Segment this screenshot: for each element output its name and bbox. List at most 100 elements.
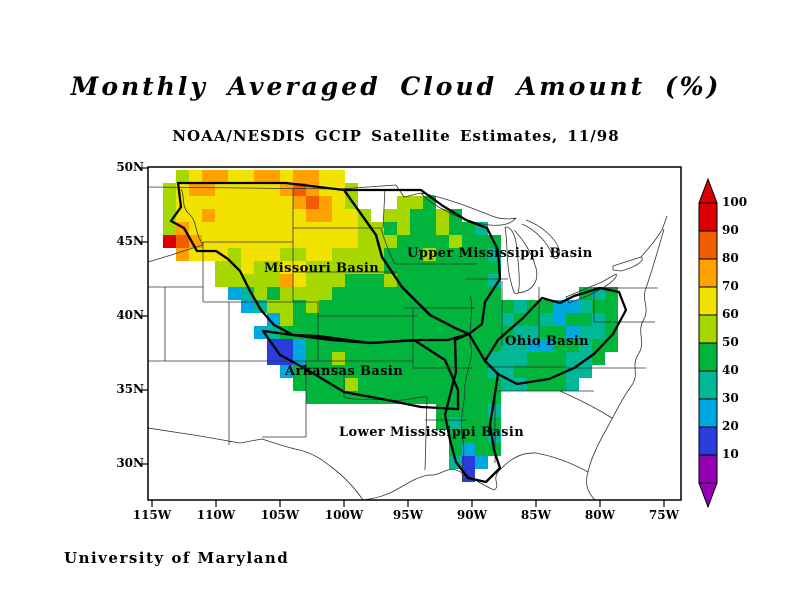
- cloud-grid-cell: [189, 183, 202, 196]
- cloud-grid-cell: [423, 378, 436, 391]
- cloud-grid-cell: [254, 170, 267, 183]
- cloud-grid-cell: [579, 339, 592, 352]
- colorbar-tick-label: 10: [722, 447, 739, 461]
- cloud-grid-cell: [527, 339, 540, 352]
- basin-outline-upper-mississippi: [342, 188, 502, 336]
- cloud-grid-cell: [397, 365, 410, 378]
- colorbar-band: [698, 314, 718, 344]
- cloud-grid-cell: [423, 391, 436, 404]
- cloud-grid-cell: [215, 222, 228, 235]
- cloud-grid-cell: [280, 170, 293, 183]
- cloud-grid-cell: [176, 248, 189, 261]
- cloud-grid-cell: [462, 287, 475, 300]
- cloud-grid-cell: [345, 248, 358, 261]
- cloud-grid-cell: [202, 196, 215, 209]
- cloud-grid-cell: [202, 183, 215, 196]
- cloud-grid-cell: [280, 287, 293, 300]
- cloud-grid-cell: [215, 261, 228, 274]
- cloud-grid-cell: [345, 326, 358, 339]
- cloud-grid-cell: [332, 222, 345, 235]
- cloud-grid-cell: [332, 261, 345, 274]
- cloud-grid-cell: [332, 391, 345, 404]
- cloud-grid-cell: [371, 300, 384, 313]
- cloud-grid-cell: [605, 300, 618, 313]
- cloud-grid-cell: [345, 352, 358, 365]
- cloud-grid-cell: [566, 352, 579, 365]
- cloud-grid-cell: [540, 365, 553, 378]
- cloud-grid-cell: [514, 352, 527, 365]
- cloud-grid-cell: [163, 196, 176, 209]
- cloud-grid-cell: [540, 378, 553, 391]
- figure-title: Monthly Averaged Cloud Amount (%): [70, 72, 722, 101]
- cloud-grid-cell: [176, 196, 189, 209]
- cloud-grid-cell: [475, 417, 488, 430]
- cloud-grid-cell: [475, 274, 488, 287]
- cloud-grid-cell: [436, 235, 449, 248]
- cloud-grid-cell: [488, 287, 501, 300]
- cloud-grid-cell: [254, 196, 267, 209]
- cloud-grid-cell: [358, 326, 371, 339]
- cloud-grid-cell: [306, 261, 319, 274]
- cloud-grid-cell: [410, 326, 423, 339]
- cloud-grid-cell: [241, 235, 254, 248]
- cloud-grid-cell: [241, 183, 254, 196]
- cloud-grid-cell: [293, 300, 306, 313]
- cloud-grid-cell: [397, 209, 410, 222]
- cloud-grid-cell: [319, 248, 332, 261]
- cloud-grid-cell: [384, 274, 397, 287]
- cloud-grid-cell: [553, 326, 566, 339]
- cloud-grid-cell: [592, 339, 605, 352]
- cloud-grid-cell: [280, 248, 293, 261]
- cloud-grid-cell: [397, 352, 410, 365]
- cloud-grid-cell: [241, 170, 254, 183]
- cloud-grid-cell: [254, 222, 267, 235]
- cloud-grid-cell: [436, 248, 449, 261]
- cloud-grid-cell: [592, 352, 605, 365]
- basin-outline-lower-mississippi: [443, 332, 502, 484]
- cloud-grid-cell: [306, 378, 319, 391]
- cloud-grid-cell: [332, 313, 345, 326]
- cloud-grid-cell: [358, 365, 371, 378]
- cloud-grid-cell: [475, 404, 488, 417]
- cloud-grid-cell: [449, 404, 462, 417]
- cloud-grid-cell: [293, 209, 306, 222]
- cloud-grid-cell: [293, 196, 306, 209]
- figure-subtitle: NOAA/NESDIS GCIP Satellite Estimates, 11…: [172, 127, 620, 145]
- map-frame: [147, 166, 682, 501]
- lon-tick-label: 85W: [520, 508, 552, 522]
- cloud-grid-cell: [215, 170, 228, 183]
- cloud-grid-cell: [423, 287, 436, 300]
- cloud-grid-cell: [280, 222, 293, 235]
- cloud-grid-cell: [332, 235, 345, 248]
- cloud-grid-cell: [293, 274, 306, 287]
- lon-tick-label: 100W: [324, 508, 364, 522]
- lat-tick-label: 45N: [116, 234, 144, 248]
- cloud-grid-cell: [436, 378, 449, 391]
- cloud-grid-cell: [514, 339, 527, 352]
- cloud-grid-cell: [566, 313, 579, 326]
- cloud-grid-cell: [267, 183, 280, 196]
- colorbar-tick-label: 20: [722, 419, 739, 433]
- colorbar-band: [698, 286, 718, 316]
- cloud-grid-cell: [280, 183, 293, 196]
- cloud-grid-cell: [449, 274, 462, 287]
- cloud-grid-cell: [501, 313, 514, 326]
- cloud-grid-cell: [332, 248, 345, 261]
- cloud-grid-cell: [358, 248, 371, 261]
- colorbar-band: [698, 398, 718, 428]
- cloud-grid-cell: [280, 300, 293, 313]
- cloud-grid-cell: [397, 248, 410, 261]
- cloud-grid-cell: [254, 248, 267, 261]
- cloud-grid-cell: [345, 209, 358, 222]
- colorbar-tick-label: 70: [722, 279, 739, 293]
- cloud-grid-cell: [449, 222, 462, 235]
- cloud-grid-cell: [449, 300, 462, 313]
- cloud-grid-cell: [241, 300, 254, 313]
- cloud-grid-cell: [332, 196, 345, 209]
- cloud-grid-cell: [254, 274, 267, 287]
- cloud-grid-cell: [475, 326, 488, 339]
- cloud-grid-cell: [345, 378, 358, 391]
- cloud-grid-cell: [423, 248, 436, 261]
- cloud-grid-cell: [319, 261, 332, 274]
- cloud-grid-cell: [410, 235, 423, 248]
